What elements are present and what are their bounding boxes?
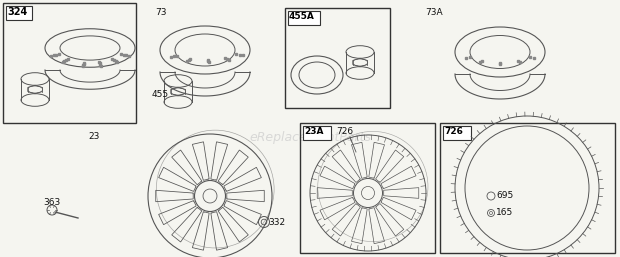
Bar: [443, 126, 471, 140]
Text: 23: 23: [88, 132, 99, 141]
Bar: [285, 8, 390, 108]
Text: 324: 324: [7, 7, 27, 17]
Bar: [288, 11, 320, 25]
Text: 73A: 73A: [425, 8, 443, 17]
Bar: [440, 123, 615, 253]
Text: 23A: 23A: [304, 127, 324, 136]
Text: eReplacementParts: eReplacementParts: [249, 132, 371, 144]
Text: 165: 165: [496, 208, 513, 217]
Text: 695: 695: [496, 191, 513, 200]
Bar: [6, 6, 32, 20]
Text: 73: 73: [155, 8, 167, 17]
Text: 455: 455: [152, 90, 169, 99]
Bar: [303, 126, 331, 140]
Text: 726: 726: [336, 127, 353, 136]
Text: 363: 363: [43, 198, 60, 207]
Text: 332: 332: [268, 218, 285, 227]
Text: 726: 726: [444, 127, 463, 136]
Text: 455A: 455A: [289, 12, 315, 21]
Bar: [300, 123, 435, 253]
Bar: [3, 3, 136, 123]
